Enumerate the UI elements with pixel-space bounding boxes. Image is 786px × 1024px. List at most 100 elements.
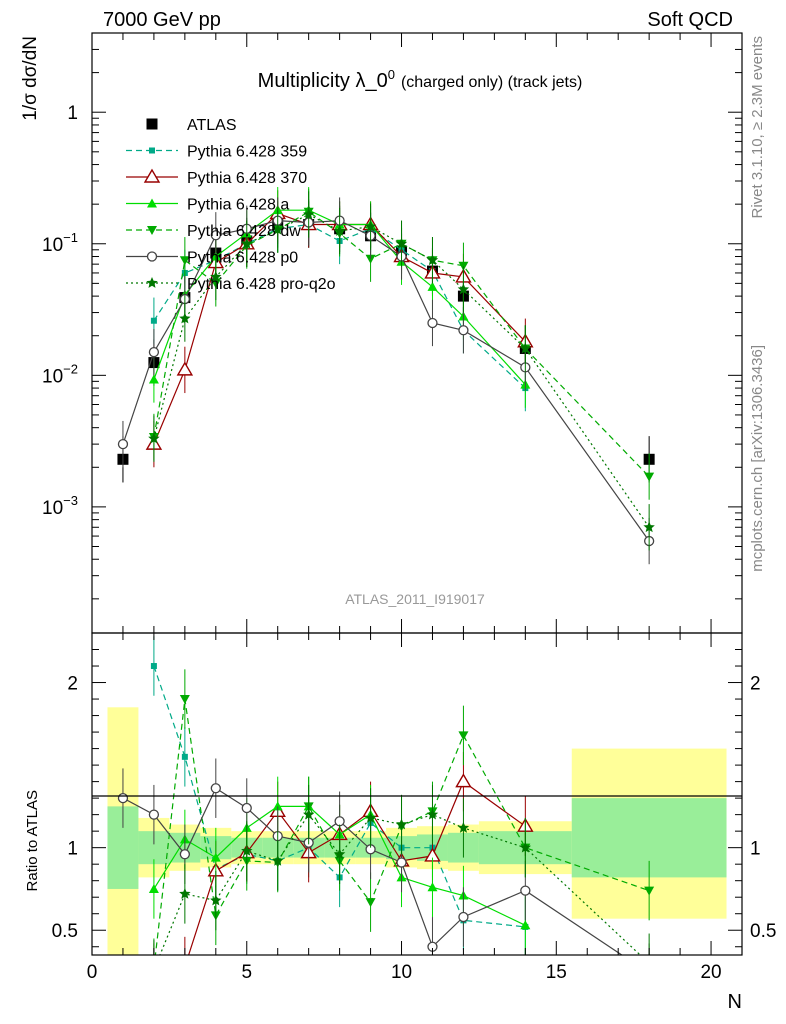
y-tick-label: 10−2 xyxy=(42,361,78,387)
data-point xyxy=(427,317,438,329)
y-tick-label-exp: −1 xyxy=(63,230,78,245)
ratio-data-point xyxy=(272,854,284,866)
ratio-data-point xyxy=(644,886,655,896)
title-suffix: (charged only) (track jets) xyxy=(401,74,582,91)
data-point xyxy=(148,374,159,384)
legend-label: Pythia 6.428 pro-q2o xyxy=(187,276,336,293)
data-point xyxy=(364,220,377,232)
y-tick-label-base: 1 xyxy=(67,103,78,124)
legend-entry: ATLAS xyxy=(146,117,237,134)
ratio-data-point xyxy=(181,753,188,760)
ratio-data-point xyxy=(334,816,345,827)
ratio-data-point xyxy=(364,811,377,823)
legend-marker xyxy=(143,168,161,183)
data-point xyxy=(644,472,655,482)
plot-title: Multiplicity λ_00 (charged only) (track j… xyxy=(258,67,583,92)
ratio-data-point xyxy=(303,808,315,820)
ratio-data-point xyxy=(643,957,654,968)
data-point xyxy=(150,317,157,324)
data-point xyxy=(117,438,129,450)
legend-label: Pythia 6.428 a xyxy=(187,197,289,214)
y-tick-label: 10−3 xyxy=(42,493,78,519)
series-line xyxy=(122,219,650,542)
ratio-data-point xyxy=(519,841,531,853)
ratio-y-tick-label: 0.5 xyxy=(52,921,78,942)
mcplots-label: mcplots.cern.ch [arXiv:1306.3436] xyxy=(749,345,766,572)
ratio-data-point xyxy=(210,852,221,862)
ratio-data-point xyxy=(150,663,157,670)
ratio-data-point xyxy=(365,898,376,908)
y-tick-label-exp: −2 xyxy=(63,361,78,376)
legend-entry: Pythia 6.428 dw xyxy=(126,223,301,240)
ratio-series-line xyxy=(122,787,623,955)
ratio-y-tick-label: 2 xyxy=(67,674,78,695)
ratio-data-point xyxy=(179,849,191,860)
ratio-data-point xyxy=(179,887,191,899)
ratio-y-tick-label-right: 1 xyxy=(750,839,761,860)
ratio-data-point xyxy=(396,857,407,868)
axes: 10−310−210−110.5 0.51 12 20 5 10 15 20 xyxy=(42,32,776,983)
ratio-data-point xyxy=(520,920,531,930)
data-point xyxy=(210,270,222,282)
legend-marker xyxy=(147,198,157,208)
legend-label: Pythia 6.428 359 xyxy=(187,144,307,161)
x-tick-label: 5 xyxy=(241,962,252,983)
ratio-data-point xyxy=(458,911,469,923)
legend-entry: Pythia 6.428 a xyxy=(126,197,289,214)
ratio-y-axis-label: Ratio to ATLAS xyxy=(24,790,41,891)
ratio-series-pythia-6-428-pro-q2o xyxy=(153,784,654,968)
data-point xyxy=(643,521,655,533)
y-tick-label-base: 10 xyxy=(42,235,63,256)
legend-marker xyxy=(146,277,158,288)
ratio-data-point xyxy=(117,792,129,804)
ratio-data-point xyxy=(241,802,252,814)
ratio-data-point xyxy=(148,809,160,820)
y-tick-label-exp: −3 xyxy=(63,493,78,508)
header-left: 7000 GeV pp xyxy=(103,9,221,31)
ratio-series-line xyxy=(188,780,526,955)
data-point xyxy=(210,230,221,241)
data-point xyxy=(458,325,469,336)
legend-label: Pythia 6.428 dw xyxy=(187,223,301,240)
title-superscript: 0 xyxy=(388,67,395,82)
legend-entry: Pythia 6.428 359 xyxy=(126,144,307,161)
y-tick-label: 1 xyxy=(67,103,78,124)
data-point xyxy=(333,225,346,236)
data-point xyxy=(148,347,160,358)
x-tick-label: 0 xyxy=(87,962,98,983)
data-point xyxy=(426,254,439,266)
data-point xyxy=(148,432,160,444)
legend-marker xyxy=(146,251,158,262)
data-point xyxy=(272,223,284,235)
legend-entry: Pythia 6.428 pro-q2o xyxy=(126,276,336,293)
legend-entry: Pythia 6.428 370 xyxy=(126,168,307,187)
x-tick-label: 10 xyxy=(391,962,412,983)
legend-label: Pythia 6.428 p0 xyxy=(187,250,298,267)
x-tick-label: 20 xyxy=(700,962,721,983)
data-point xyxy=(395,237,408,249)
title-main: Multiplicity λ_0 xyxy=(258,70,388,92)
ratio-data-point xyxy=(333,848,346,860)
ratio-data-point xyxy=(395,818,408,830)
ratio-data-point xyxy=(645,969,654,978)
legend-marker xyxy=(149,147,155,154)
series-pythia-6-428-pro-q2o xyxy=(148,191,655,551)
analysis-watermark: ATLAS_2011_I919017 xyxy=(345,591,485,607)
legend: ATLAS Pythia 6.428 359 Pythia 6.428 370 Pyt… xyxy=(126,117,336,293)
y-tick-label-base: 10 xyxy=(42,366,63,387)
data-point xyxy=(457,283,470,295)
legend-entry: Pythia 6.428 p0 xyxy=(126,250,298,267)
ratio-data-point xyxy=(426,808,439,820)
data-point xyxy=(179,312,191,324)
series-line xyxy=(153,209,526,386)
x-axis-label: N xyxy=(728,991,742,1013)
y-tick-label-base: 10 xyxy=(42,498,63,519)
ratio-data-point xyxy=(178,960,192,972)
data-point xyxy=(241,237,253,249)
ratio-y-tick-label-right: 0.5 xyxy=(750,921,776,942)
header-right: Soft QCD xyxy=(647,9,733,31)
legend-marker xyxy=(146,118,158,130)
legend-label: Pythia 6.428 370 xyxy=(187,170,307,187)
ratio-plot-series xyxy=(117,636,655,978)
